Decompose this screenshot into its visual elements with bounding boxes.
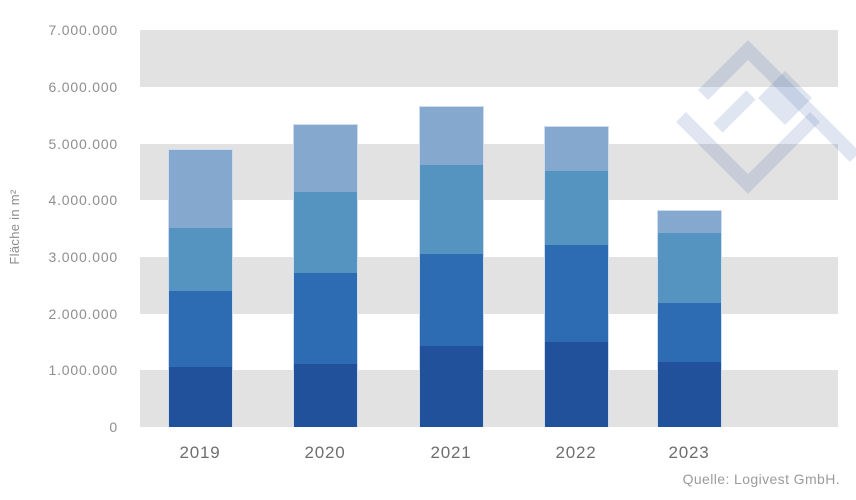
bar-segment-2023-segment-1-bottom	[657, 361, 721, 427]
x-tick-label: 2019	[179, 443, 221, 462]
bar-segment-2019-segment-4-top	[168, 150, 232, 228]
bar-segment-2020-segment-2	[293, 272, 357, 365]
bar-segment-2020-segment-3	[293, 192, 357, 273]
bar-2022	[543, 126, 609, 427]
grid-band	[140, 256, 838, 314]
y-tick-label: 5.000.000	[48, 135, 118, 152]
logo-inner-stroke-icon	[713, 90, 756, 133]
grid-band	[140, 143, 838, 201]
y-axis-title: Fläche in m²	[7, 189, 22, 265]
x-tick-label: 2023	[668, 443, 710, 462]
grid-band	[140, 30, 838, 87]
y-tick-label: 7.000.000	[48, 22, 118, 39]
y-tick-label: 3.000.000	[48, 248, 118, 265]
bar-segment-2021-segment-3	[419, 165, 483, 255]
bar-segment-2019-segment-1-bottom	[168, 366, 232, 427]
source-attribution: Quelle: Logivest GmbH.	[682, 471, 840, 487]
bar-segment-2020-segment-1-bottom	[293, 364, 357, 427]
bar-segment-2021-segment-4-top	[419, 107, 483, 166]
bar-segment-2019-segment-3	[168, 227, 232, 291]
x-tick-label: 2021	[430, 443, 472, 462]
bar-segment-2023-segment-3	[657, 233, 721, 303]
bar-segment-2019-segment-2	[168, 290, 232, 367]
bar-segment-2021-segment-1-bottom	[419, 345, 483, 427]
x-tick-label: 2022	[555, 443, 597, 462]
y-tick-label: 0	[109, 419, 118, 435]
bar-segment-2022-segment-2	[544, 244, 608, 342]
y-tick-label: 6.000.000	[48, 78, 118, 95]
bar-segment-2022-segment-1-bottom	[544, 341, 608, 427]
y-tick-label: 1.000.000	[48, 362, 118, 379]
bar-2021	[418, 106, 484, 427]
bar-2019	[167, 149, 233, 427]
bar-2020	[292, 123, 358, 427]
bar-segment-2022-segment-3	[544, 171, 608, 245]
bar-segment-2022-segment-4-top	[544, 127, 608, 172]
bar-segment-2021-segment-2	[419, 254, 483, 346]
bar-segment-2020-segment-4-top	[293, 124, 357, 193]
bar-segment-2023-segment-4-top	[657, 210, 721, 234]
bar-segment-2023-segment-2	[657, 302, 721, 362]
grid-band	[140, 370, 838, 427]
bar-2023	[656, 209, 722, 427]
y-tick-label: 2.000.000	[48, 305, 118, 322]
x-tick-label: 2020	[304, 443, 346, 462]
y-tick-label: 4.000.000	[48, 192, 118, 209]
